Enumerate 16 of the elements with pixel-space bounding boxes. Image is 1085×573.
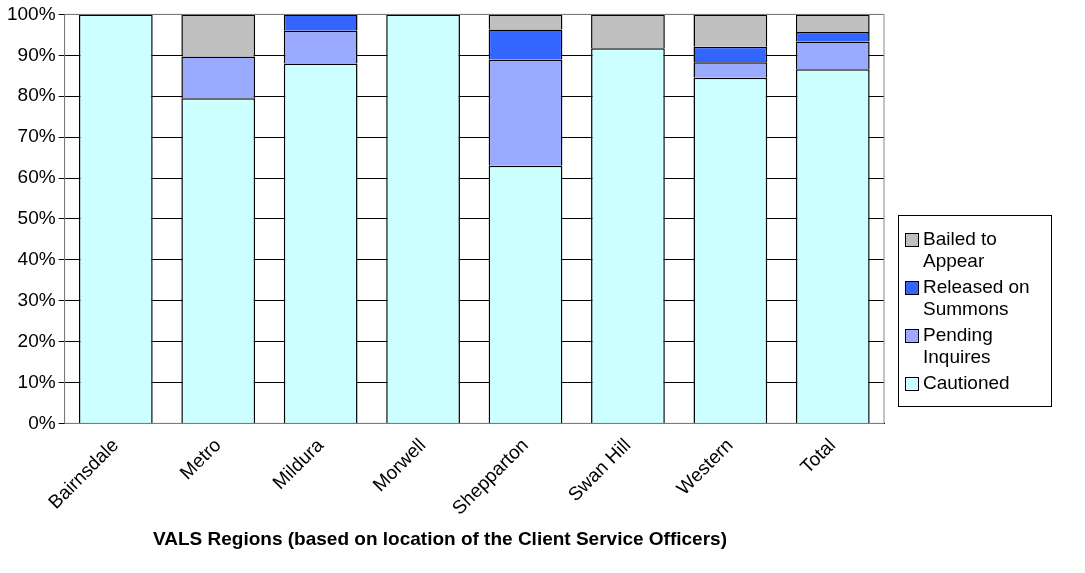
y-tick-label: 50% [17, 207, 56, 229]
y-tick-label: 80% [17, 84, 56, 106]
y-tick-label: 100% [6, 2, 56, 24]
x-axis-title: VALS Regions (based on location of the Client Service Officers) [152, 528, 728, 550]
legend-label: Bailed to Appear [923, 228, 998, 272]
text: Cautioned [923, 372, 1010, 394]
y-tick-label: 40% [17, 248, 56, 270]
y-tick-label: 20% [17, 329, 56, 351]
y-tick-label: 30% [17, 288, 56, 310]
legend-label: Pending Inquires [923, 324, 994, 368]
y-tick-label: 10% [17, 370, 56, 392]
legend-label: Released on Summons [923, 276, 1031, 320]
y-tick-label: 70% [17, 125, 56, 147]
y-tick-label: 60% [17, 166, 56, 188]
y-tick-label: 0% [28, 411, 56, 433]
y-tick-label: 90% [17, 43, 56, 65]
